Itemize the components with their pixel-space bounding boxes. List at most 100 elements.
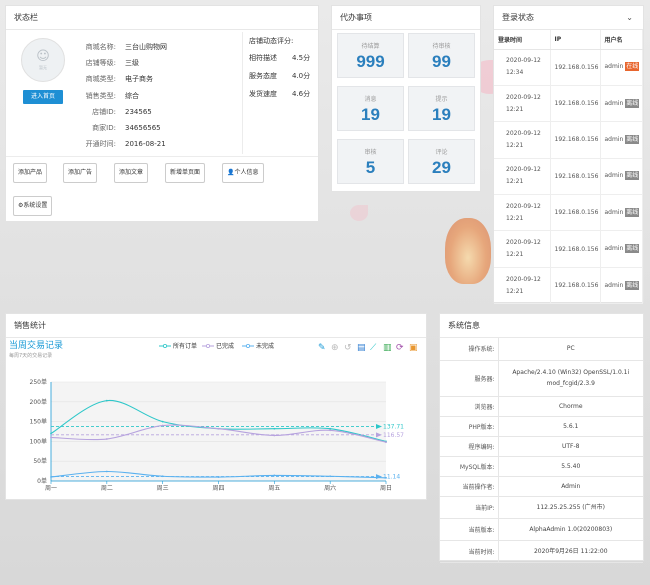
add-article-button[interactable]: 添加文章 bbox=[114, 163, 149, 183]
info-row: 商城类型: 电子商务 bbox=[66, 71, 167, 87]
y-tick-label: 250单 bbox=[30, 378, 47, 386]
sys-value: PC bbox=[498, 338, 643, 361]
table-row: MySQL版本: 5.5.40 bbox=[440, 456, 643, 477]
table-row: 2020-09-12 12:21 192.168.0.156 admin 离线 bbox=[494, 85, 643, 123]
status-badge: 离线 bbox=[625, 98, 640, 108]
legend-marker bbox=[162, 344, 167, 349]
save-image-icon[interactable]: ▣ bbox=[409, 343, 418, 353]
username: admin bbox=[604, 172, 624, 180]
rating-row: 发货速度 4.6分 bbox=[249, 85, 310, 103]
data-point bbox=[385, 441, 387, 444]
enter-homepage-button[interactable]: 进入首页 bbox=[23, 90, 63, 104]
zoom-reset-icon[interactable]: ↺ bbox=[344, 343, 352, 353]
rating-row: 服务态度 4.0分 bbox=[249, 67, 310, 85]
sys-value: 5.6.1 bbox=[498, 416, 643, 437]
login-clock: 12:21 bbox=[506, 141, 524, 149]
todo-card[interactable]: 提示 19 bbox=[408, 86, 475, 131]
mark-icon[interactable]: ✎ bbox=[318, 343, 326, 353]
todo-card[interactable]: 待审核 99 bbox=[408, 33, 475, 78]
refresh-icon[interactable]: ⟳ bbox=[396, 343, 404, 353]
data-point bbox=[329, 427, 332, 430]
sys-value: 2020年9月26日 11:22:00 bbox=[498, 540, 643, 563]
x-tick-label: 周四 bbox=[212, 485, 224, 492]
info-row: 开通时间: 2016-08-21 bbox=[66, 136, 167, 152]
y-tick-label: 100单 bbox=[30, 437, 47, 445]
rating-row: 相符描述 4.5分 bbox=[249, 49, 310, 67]
add-ad-button[interactable]: 添加广告 bbox=[63, 163, 98, 183]
rating-label: 服务态度 bbox=[249, 72, 277, 80]
ip-cell: 192.168.0.156 bbox=[550, 85, 601, 123]
todo-label: 评论 bbox=[435, 149, 448, 156]
data-point bbox=[105, 470, 108, 473]
info-label: 商城名称: bbox=[85, 43, 116, 51]
login-date: 2020-09-12 bbox=[506, 275, 541, 283]
info-label: 开通时间: bbox=[85, 140, 116, 149]
user-avatar-icon: ☺ bbox=[36, 48, 50, 64]
divider bbox=[6, 156, 318, 157]
login-clock: 12:34 bbox=[506, 69, 524, 77]
legend-label[interactable]: 所有订单 bbox=[173, 342, 197, 350]
login-date: 2020-09-12 bbox=[506, 129, 541, 137]
data-point bbox=[50, 432, 52, 435]
todo-count: 5 bbox=[365, 158, 376, 177]
system-settings-button[interactable]: ⚙系统设置 bbox=[13, 196, 53, 216]
chevron-down-icon[interactable]: ⌄ bbox=[626, 13, 633, 22]
y-tick-label: 150单 bbox=[30, 418, 47, 426]
rating-label: 发货速度 bbox=[249, 90, 277, 98]
todo-card[interactable]: 审核 5 bbox=[337, 139, 404, 184]
username: admin bbox=[604, 281, 624, 289]
todo-card[interactable]: 消息 19 bbox=[337, 86, 404, 131]
sys-value: Chorme bbox=[498, 396, 643, 417]
login-panel-title: 登录状态 ⌄ bbox=[494, 6, 643, 30]
legend-marker bbox=[245, 344, 250, 349]
ip-cell: 192.168.0.156 bbox=[550, 158, 601, 196]
login-time-cell: 2020-09-12 12:21 bbox=[494, 121, 551, 159]
table-row: 2020-09-12 12:21 192.168.0.156 admin 离线 bbox=[494, 267, 643, 305]
average-arrow bbox=[376, 474, 382, 480]
system-info-table: 操作系统: PC 服务器: Apache/2.4.10 (Win32) OpenSSL… bbox=[440, 338, 643, 563]
user-cell: admin 离线 bbox=[600, 121, 643, 159]
todo-count: 19 bbox=[432, 105, 451, 124]
legend-label[interactable]: 未完成 bbox=[256, 342, 274, 350]
info-row: 商家ID: 34656565 bbox=[66, 120, 167, 136]
ip-cell: 192.168.0.156 bbox=[550, 194, 601, 232]
table-row: 2020-09-12 12:21 192.168.0.156 admin 离线 bbox=[494, 194, 643, 232]
todo-label: 消息 bbox=[364, 96, 377, 103]
login-date: 2020-09-12 bbox=[506, 93, 541, 101]
chart-title: 当周交易记录 bbox=[9, 341, 64, 351]
zoom-icon[interactable]: ⊕ bbox=[331, 343, 339, 353]
username: admin bbox=[604, 99, 624, 107]
table-row: 程序编码: UTF-8 bbox=[440, 436, 643, 457]
x-tick-label: 周日 bbox=[380, 485, 392, 492]
rating-value: 4.6分 bbox=[292, 90, 311, 98]
status-badge: 在线 bbox=[625, 62, 640, 72]
rating-label: 相符描述 bbox=[249, 54, 277, 62]
sys-label: 操作系统: bbox=[440, 338, 499, 361]
add-product-button[interactable]: 添加产品 bbox=[13, 163, 48, 183]
avatar-placeholder-text: 暂无 bbox=[39, 64, 47, 70]
average-arrow bbox=[376, 423, 382, 429]
add-ad-label: 添加广告 bbox=[68, 169, 93, 176]
todo-card[interactable]: 评论 29 bbox=[408, 139, 475, 184]
login-clock: 12:21 bbox=[506, 287, 524, 295]
sys-label: 程序编码: bbox=[440, 436, 499, 457]
table-row: 操作系统: PC bbox=[440, 338, 643, 361]
line-chart-icon[interactable]: ⟋ bbox=[370, 343, 377, 353]
table-row: 2020-09-12 12:21 192.168.0.156 admin 离线 bbox=[494, 158, 643, 196]
data-view-icon[interactable]: ▤ bbox=[357, 343, 366, 353]
y-tick-label: 200单 bbox=[30, 398, 47, 406]
add-page-button[interactable]: 新增单页面 bbox=[165, 163, 206, 183]
info-label: 店铺等级: bbox=[85, 59, 116, 68]
sales-panel: 销售统计 当周交易记录 每周7天的交易记录 0单 50单 100单 150单 200单 2… bbox=[5, 313, 427, 500]
todo-card[interactable]: 待结算 999 bbox=[337, 33, 404, 78]
bar-chart-icon[interactable]: ▥ bbox=[383, 343, 392, 353]
todo-label: 待结算 bbox=[361, 43, 380, 50]
legend-label[interactable]: 已完成 bbox=[216, 342, 234, 350]
login-status-panel: 登录状态 ⌄ 登录时间 IP 用户名 2020-09-12 12:34 192.168.… bbox=[493, 5, 644, 305]
table-row: 浏览器: Chorme bbox=[440, 396, 643, 417]
sys-value: UTF-8 bbox=[498, 436, 643, 457]
todo-label: 审核 bbox=[364, 149, 377, 156]
status-panel-title: 状态栏 bbox=[6, 6, 318, 30]
personal-info-button[interactable]: 👤个人信息 bbox=[222, 163, 264, 183]
todo-count: 99 bbox=[432, 52, 451, 71]
